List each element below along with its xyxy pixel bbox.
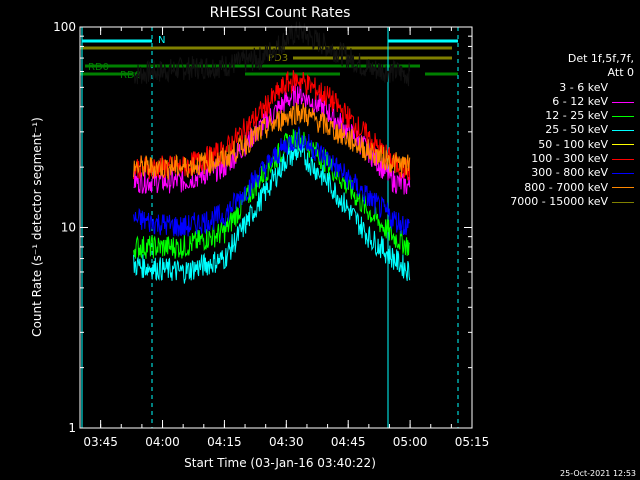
axes: 1 10 100 03:45 04:00 04:15 04:30 04:45 05:00 05:1…: [53, 20, 489, 449]
legend-entry: 25 - 50 keV: [478, 123, 634, 137]
legend-swatch: [612, 201, 634, 203]
y-axis-label: Count Rate (s⁻¹ detector segment⁻¹): [30, 117, 44, 337]
series-line: [133, 126, 410, 237]
legend-entry: 6 - 12 keV: [478, 95, 634, 109]
legend-label: 6 - 12 keV: [552, 94, 608, 108]
legend-entry: 7000 - 15000 keV: [478, 195, 634, 209]
legend-header-1: Det 1f,5f,7f,: [567, 52, 634, 65]
flag-annotation: N: [158, 35, 165, 46]
x-tick-label: 05:00: [393, 435, 428, 449]
chart-title: RHESSI Count Rates: [210, 5, 351, 21]
x-tick-label: 05:15: [455, 435, 490, 449]
series-line: [133, 82, 411, 195]
legend-label: 300 - 800 keV: [531, 166, 608, 180]
legend-entry: 100 - 300 keV: [478, 152, 634, 166]
x-tick-label: 04:15: [207, 435, 242, 449]
series-line: [133, 21, 411, 87]
x-tick-label: 04:45: [331, 435, 366, 449]
series-line: [133, 102, 411, 181]
legend-entry: 800 - 7000 keV: [478, 181, 634, 195]
y-tick-label: 1: [68, 421, 76, 435]
flag-annotation: PD3: [268, 53, 288, 64]
y-tick-label: 10: [61, 221, 76, 235]
series-lines: [133, 21, 411, 284]
legend-label: 800 - 7000 keV: [524, 180, 608, 194]
x-tick-label: 03:45: [83, 435, 118, 449]
legend-entry: 50 - 100 keV: [478, 138, 634, 152]
legend-swatch: [612, 101, 634, 103]
series-line: [133, 142, 411, 284]
x-tick-label: 04:00: [145, 435, 180, 449]
legend-label: 3 - 6 keV: [559, 80, 608, 94]
legend: Det 1f,5f,7f, Att 0 3 - 6 keV 6 - 12 keV 1…: [478, 52, 634, 209]
legend-swatch: [612, 187, 634, 189]
legend-swatch: [612, 173, 634, 175]
legend-label: 25 - 50 keV: [545, 123, 608, 137]
legend-label: 100 - 300 keV: [531, 152, 608, 166]
legend-swatch: [612, 158, 634, 160]
legend-swatch: [612, 130, 634, 132]
legend-entry: 3 - 6 keV: [478, 81, 634, 95]
x-tick-label: 04:30: [269, 435, 304, 449]
flag-annotation: RD0: [120, 70, 141, 81]
series-line: [133, 70, 411, 181]
legend-label: 50 - 100 keV: [538, 137, 608, 151]
y-tick-label: 100: [53, 20, 76, 34]
legend-swatch: [612, 87, 634, 89]
legend-entry: 300 - 800 keV: [478, 166, 634, 180]
legend-swatch: [612, 144, 634, 146]
legend-header-2: Att 0: [607, 66, 634, 80]
flag-annotation: RD0: [88, 62, 109, 73]
legend-entry: 12 - 25 keV: [478, 109, 634, 123]
timestamp: 25-Oct-2021 12:53: [560, 469, 636, 478]
x-axis-label: Start Time (03-Jan-16 03:40:22): [184, 456, 376, 470]
legend-label: 12 - 25 keV: [545, 109, 608, 123]
legend-label: 7000 - 15000 keV: [510, 194, 608, 208]
legend-swatch: [612, 115, 634, 117]
